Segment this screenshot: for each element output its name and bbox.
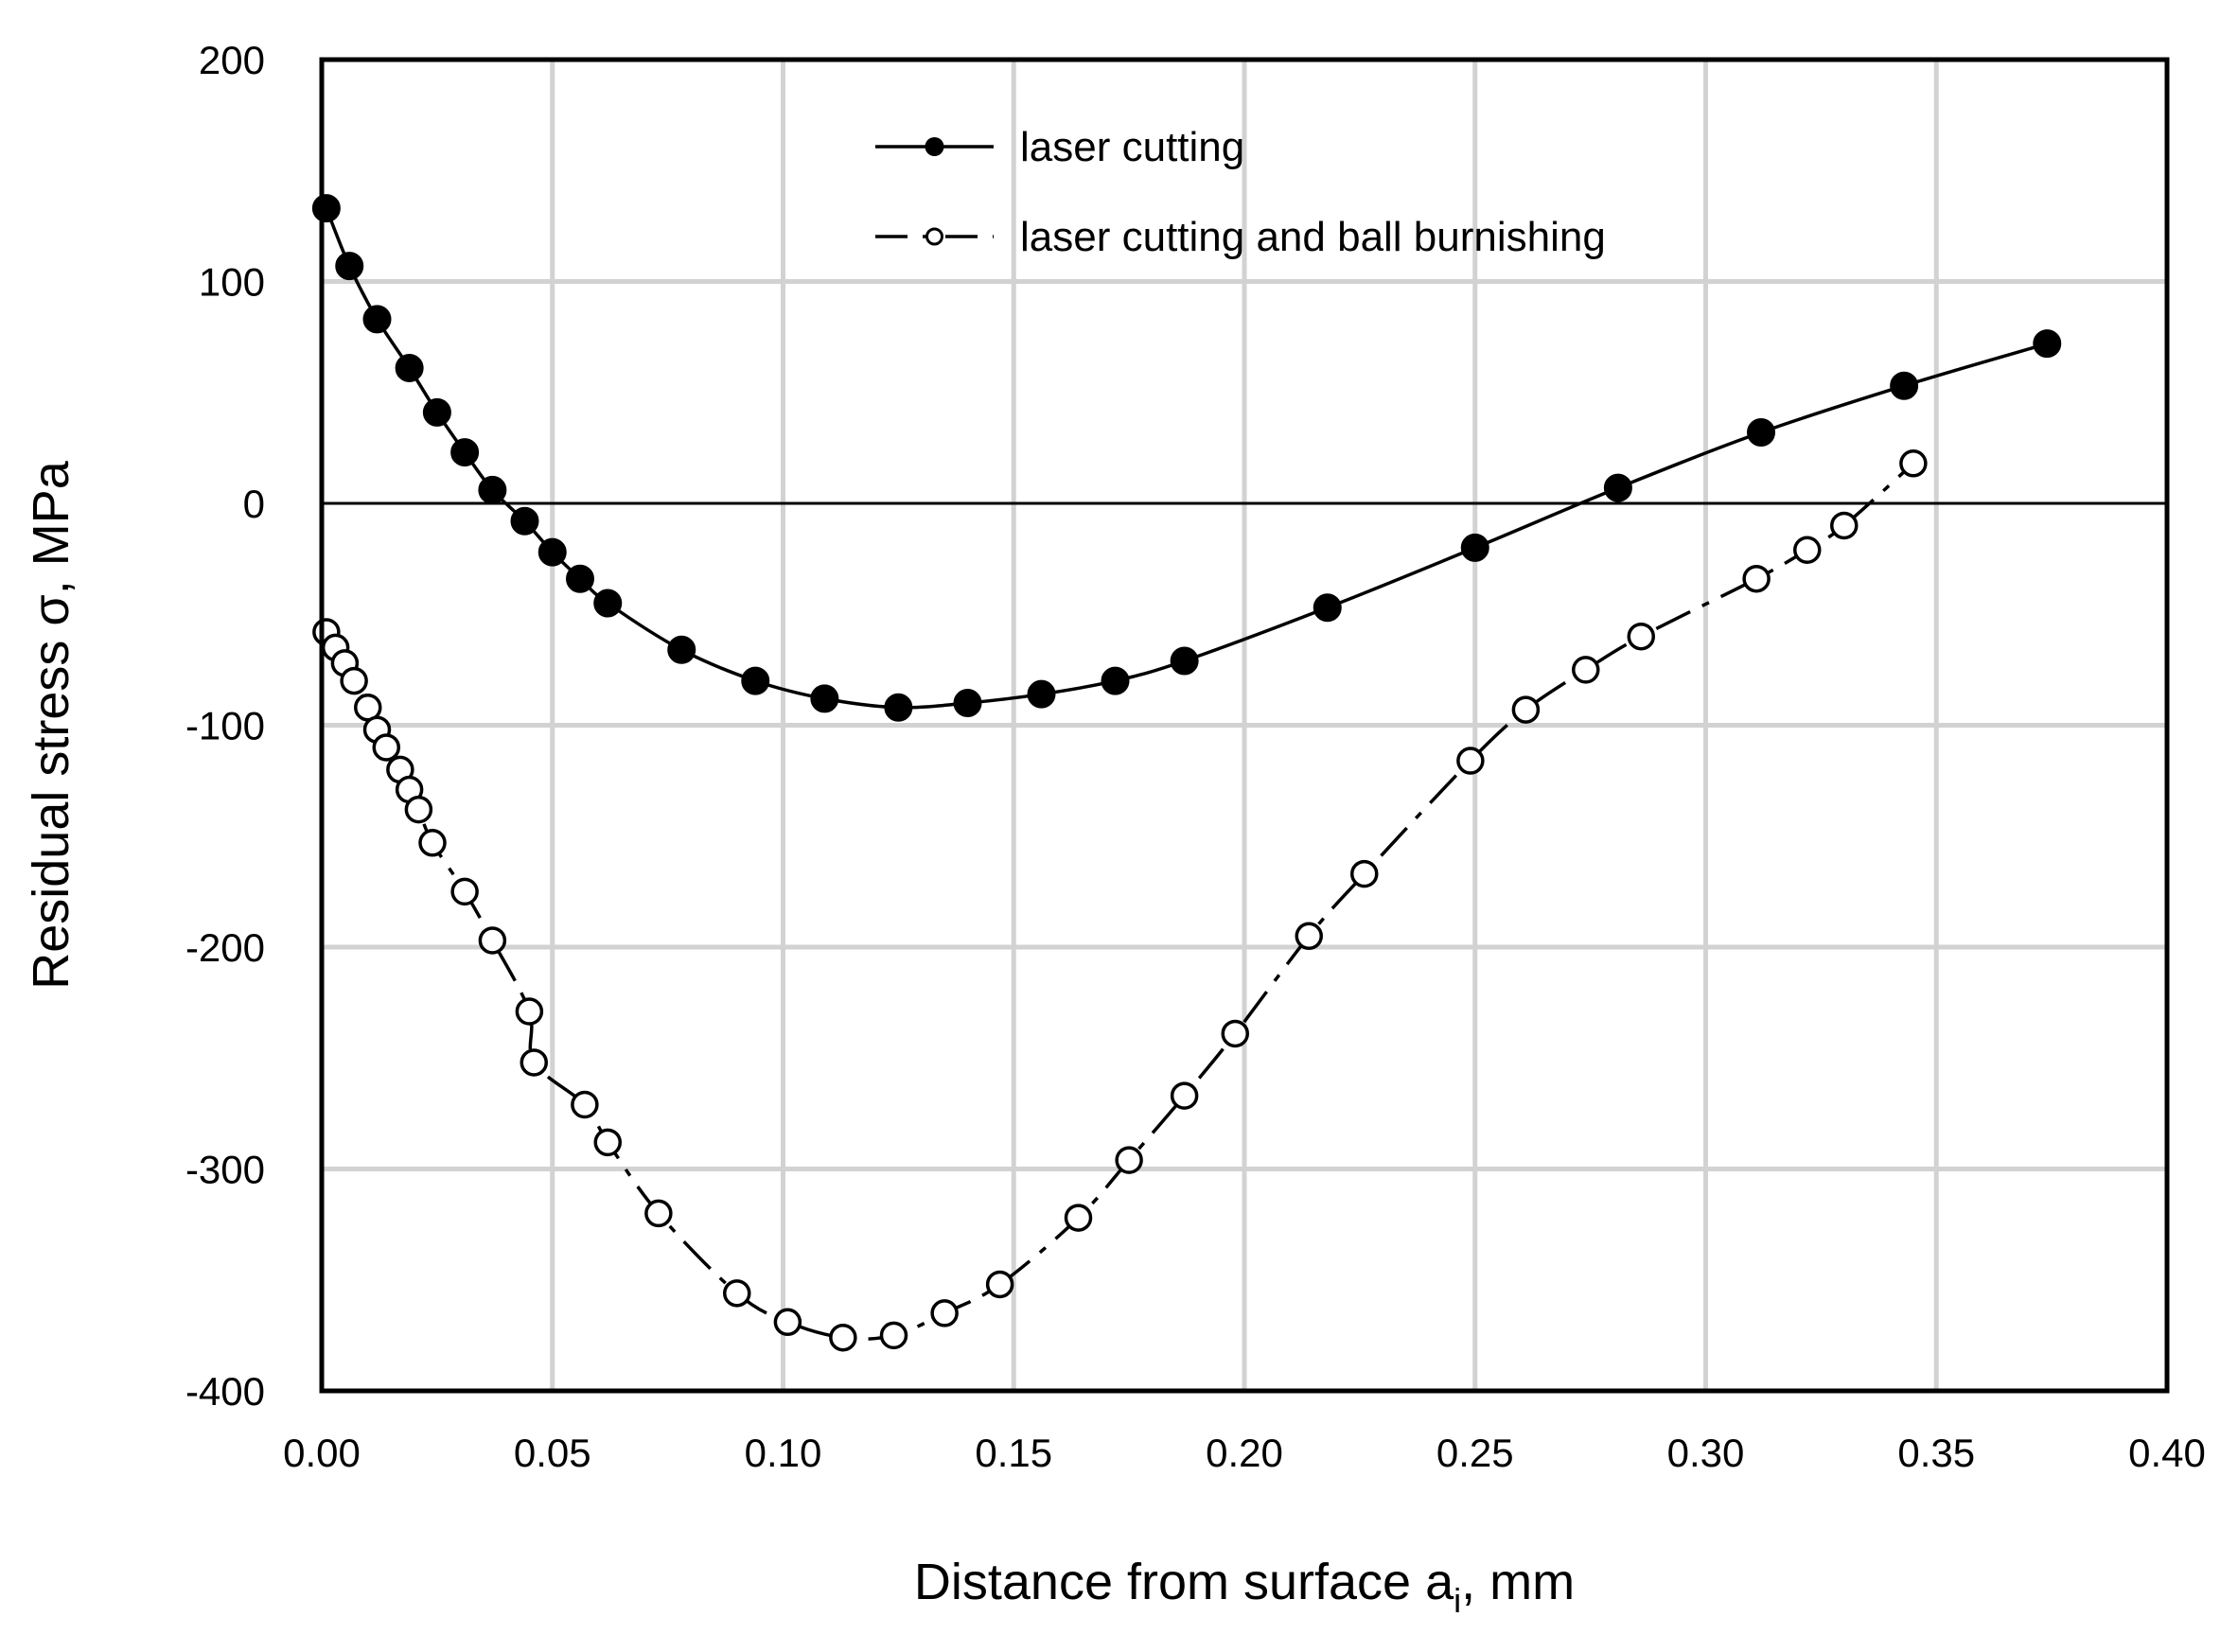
- data-point: [884, 693, 913, 722]
- data-point: [2033, 329, 2062, 359]
- x-axis-title-main: Distance from surface a: [914, 1554, 1454, 1610]
- data-point: [1511, 695, 1541, 724]
- data-point: [1747, 417, 1775, 447]
- data-point: [1603, 473, 1632, 502]
- data-point: [1101, 666, 1130, 695]
- data-point: [1899, 449, 1928, 478]
- y-tick-label: -300: [185, 1148, 265, 1192]
- data-point: [953, 689, 982, 718]
- legend-entry: laser cutting: [875, 124, 1244, 170]
- x-axis-title-suffix: , mm: [1461, 1554, 1575, 1610]
- x-tick-label: 0.00: [283, 1431, 361, 1475]
- data-point: [1460, 533, 1489, 562]
- series-2: [312, 449, 1928, 1352]
- y-tick-label: 0: [243, 482, 265, 526]
- data-point: [1221, 1019, 1249, 1048]
- x-tick-label: 0.05: [514, 1431, 591, 1475]
- data-point: [1350, 859, 1379, 888]
- data-point: [741, 666, 770, 695]
- tick-labels: 0.00 0.05 0.10 0.15 0.20 0.25 0.30 0.35 0.40 200 1…: [185, 38, 2206, 1475]
- legend-entry: laser cutting and ball burnishing: [875, 214, 1606, 260]
- legend-label: laser cutting and ball burnishing: [1020, 214, 1606, 260]
- data-point: [450, 877, 479, 906]
- data-point: [1170, 1081, 1199, 1110]
- data-point: [450, 438, 480, 467]
- plot-frame: [319, 57, 2170, 1394]
- data-point: [404, 795, 433, 824]
- data-point: [879, 1321, 908, 1350]
- data-point: [593, 1128, 622, 1157]
- x-tick-label: 0.20: [1206, 1431, 1283, 1475]
- x-tick-label: 0.40: [2128, 1431, 2206, 1475]
- y-tick-label: 100: [199, 260, 265, 305]
- data-point: [723, 1279, 751, 1308]
- legend-marker: [925, 137, 944, 156]
- x-tick-label: 0.30: [1667, 1431, 1745, 1475]
- data-point: [372, 733, 400, 762]
- y-tick-label: 200: [199, 38, 265, 82]
- data-point: [985, 1270, 1014, 1299]
- data-point: [418, 829, 447, 857]
- data-point: [515, 997, 544, 1026]
- data-point: [667, 635, 696, 664]
- data-point: [478, 475, 507, 504]
- x-tick-label: 0.15: [975, 1431, 1052, 1475]
- y-tick-label: -200: [185, 925, 265, 970]
- y-tick-label: -100: [185, 704, 265, 748]
- data-point: [422, 397, 451, 427]
- data-point: [1830, 511, 1859, 540]
- data-point: [1313, 593, 1342, 623]
- data-point: [1572, 656, 1600, 684]
- data-point: [1027, 679, 1056, 709]
- data-point: [829, 1323, 857, 1352]
- data-point: [395, 353, 424, 382]
- data-point: [1627, 622, 1655, 651]
- data-point: [1456, 747, 1485, 775]
- legend-marker: [925, 227, 943, 246]
- data-point: [1170, 646, 1199, 676]
- data-point: [1793, 536, 1822, 564]
- grid: [322, 60, 2167, 1391]
- data-point: [311, 194, 341, 223]
- y-axis-title: Residual stress σ, MPa: [23, 460, 79, 989]
- series-layer: [311, 194, 2062, 1352]
- y-tick-label: -400: [185, 1369, 265, 1414]
- data-point: [810, 684, 839, 713]
- data-point: [773, 1308, 802, 1337]
- legend-label: laser cutting: [1020, 124, 1244, 170]
- data-point: [1742, 564, 1771, 593]
- data-point: [510, 506, 539, 536]
- x-tick-label: 0.10: [745, 1431, 822, 1475]
- legend: laser cutting laser cutting and ball burn…: [875, 124, 1606, 260]
- data-point: [1115, 1146, 1143, 1174]
- data-point: [1064, 1204, 1093, 1232]
- data-point: [571, 1090, 599, 1119]
- data-point: [930, 1299, 959, 1327]
- data-point: [1890, 371, 1919, 400]
- x-axis-title-subscript: i: [1454, 1581, 1461, 1620]
- data-point: [537, 537, 567, 567]
- x-axis-title: Distance from surface ai, mm: [914, 1554, 1575, 1620]
- x-tick-label: 0.35: [1897, 1431, 1975, 1475]
- data-point: [644, 1199, 673, 1228]
- data-point: [335, 252, 364, 281]
- data-point: [478, 926, 507, 955]
- data-point: [362, 305, 392, 334]
- x-tick-label: 0.25: [1436, 1431, 1514, 1475]
- data-point: [593, 589, 623, 618]
- data-point: [566, 564, 594, 593]
- series-1: [311, 194, 2062, 722]
- data-point: [1295, 922, 1323, 951]
- data-point: [520, 1048, 548, 1077]
- data-point: [340, 666, 368, 695]
